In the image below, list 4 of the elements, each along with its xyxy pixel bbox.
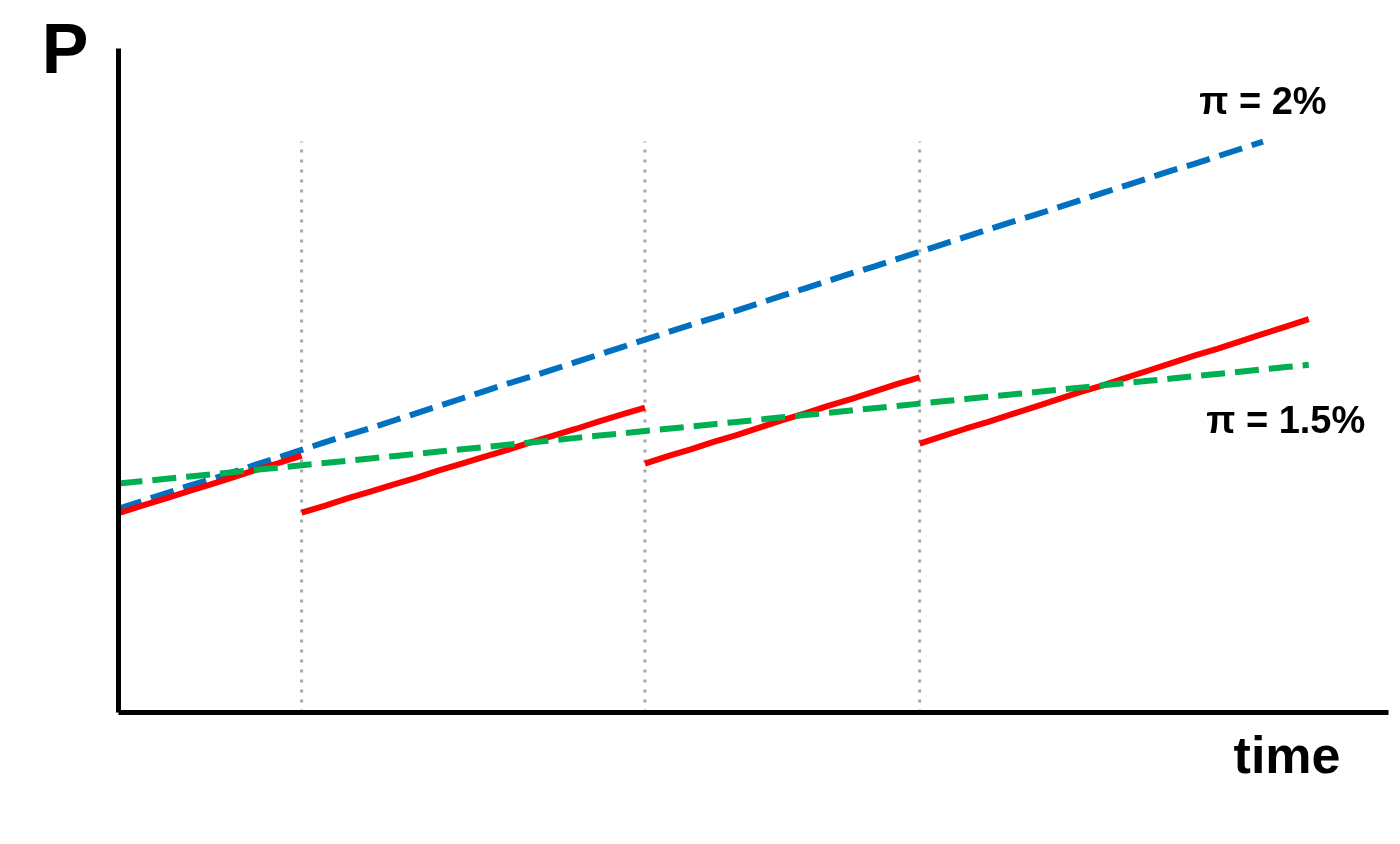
y-axis-title: P <box>41 9 89 88</box>
series-label: π = 1.5% <box>1206 398 1366 441</box>
x-axis-title: time <box>1233 725 1341 784</box>
series-label: π = 2% <box>1199 79 1327 122</box>
